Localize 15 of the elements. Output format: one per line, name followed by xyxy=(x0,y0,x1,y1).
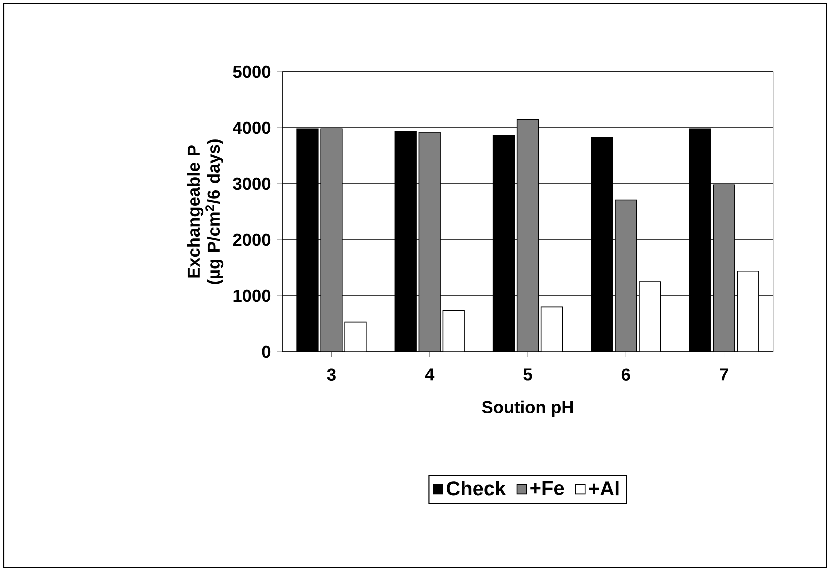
x-tick-label: 5 xyxy=(524,368,532,381)
y-tick-label: 2000 xyxy=(233,234,271,246)
legend-label: +Al xyxy=(589,481,619,496)
x-tick-label: 4 xyxy=(425,368,435,381)
y-tick-label: 4000 xyxy=(233,122,271,134)
x-tick-label: 6 xyxy=(622,368,630,381)
y-tick-label: 3000 xyxy=(233,178,271,190)
legend-label: Check xyxy=(446,481,506,496)
y-tick-label: 0 xyxy=(262,346,271,358)
x-axis-title: Soution pH xyxy=(482,400,574,417)
x-tick-label: 7 xyxy=(720,368,728,381)
y-tick-label: 1000 xyxy=(234,290,271,302)
x-tick-label: 3 xyxy=(327,368,336,382)
legend-label: +Fe xyxy=(530,481,564,496)
y-tick-label: 5000 xyxy=(233,66,271,78)
